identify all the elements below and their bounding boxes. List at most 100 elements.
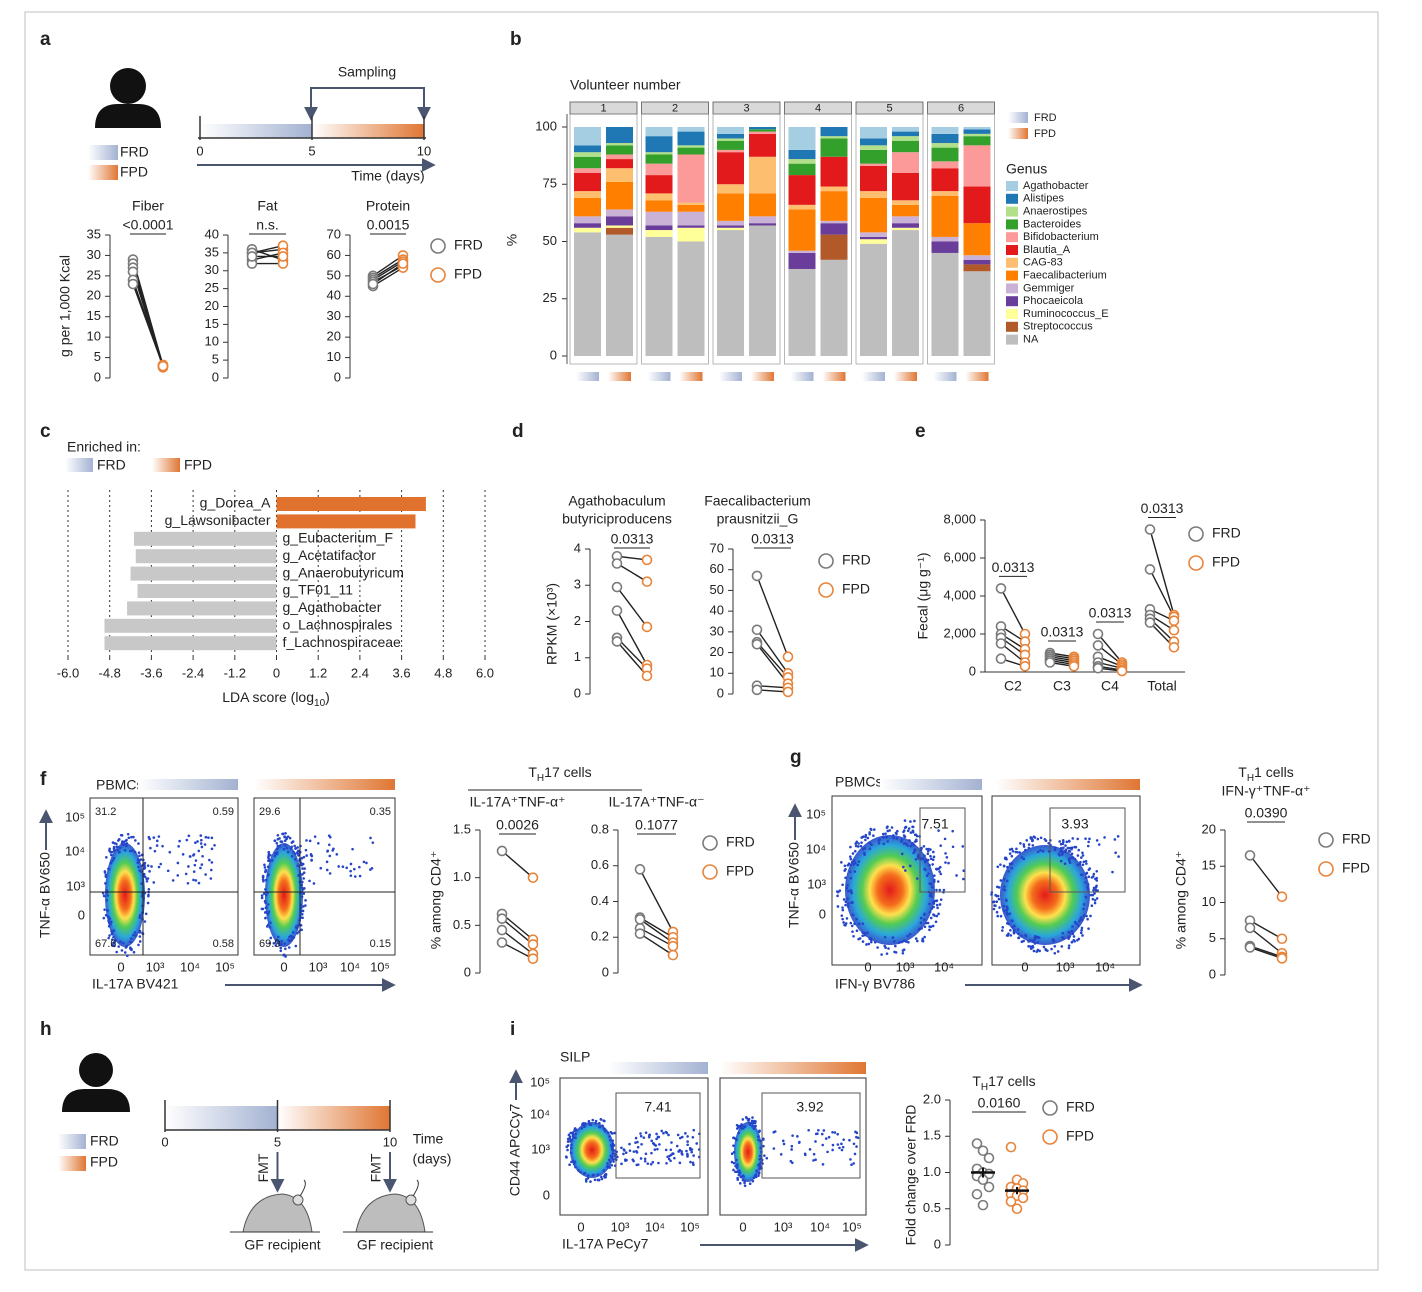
y-tick-label: 10 <box>327 349 341 364</box>
event-dot <box>266 903 270 906</box>
event-dot <box>650 1151 653 1155</box>
event-dot <box>639 1157 643 1160</box>
event-dot <box>115 950 118 954</box>
event-dot <box>897 941 901 944</box>
event-dot <box>168 850 172 854</box>
bar-segment <box>606 145 633 155</box>
event-dot <box>742 1175 745 1178</box>
event-dot <box>313 835 317 838</box>
y-tick-label: 50 <box>543 233 557 248</box>
gradient-swatch <box>65 458 93 472</box>
legend-label: FRD <box>1034 112 1057 124</box>
bar-segment <box>749 133 776 157</box>
y-tick-label: 5 <box>212 352 219 367</box>
event-dot <box>176 874 180 877</box>
legend-marker <box>430 238 446 254</box>
event-dot <box>736 1163 739 1166</box>
bar <box>135 549 277 564</box>
event-dot <box>620 1162 623 1166</box>
event-dot <box>610 1163 614 1167</box>
event-dot <box>569 1151 573 1155</box>
event-dot <box>572 1136 575 1139</box>
event-dot <box>671 1152 674 1155</box>
event-dot <box>656 1135 660 1139</box>
event-dot <box>648 1133 652 1137</box>
event-dot <box>565 1156 568 1159</box>
legend-marker <box>702 835 718 851</box>
event-dot <box>308 839 312 843</box>
bar-segment <box>717 152 744 185</box>
event-dot <box>108 934 111 937</box>
event-dot <box>290 855 294 858</box>
event-dot <box>308 879 311 883</box>
event-dot <box>260 894 264 897</box>
event-dot <box>1072 935 1076 938</box>
legend-label: FPD <box>120 164 148 180</box>
event-dot <box>895 837 899 840</box>
event-dot <box>864 838 867 842</box>
event-dot <box>1085 862 1088 865</box>
event-dot <box>743 1125 747 1128</box>
event-dot <box>930 885 934 889</box>
event-dot <box>844 903 847 907</box>
event-dot <box>600 1177 604 1181</box>
event-dot <box>814 1158 817 1162</box>
event-dot <box>935 914 939 918</box>
event-dot <box>901 951 905 955</box>
x-tick-label: -1.2 <box>224 665 246 680</box>
legend-swatch <box>1006 193 1018 204</box>
event-dot <box>1052 939 1056 943</box>
event-dot <box>294 858 297 861</box>
event-dot <box>743 1179 747 1183</box>
event-dot <box>268 941 272 945</box>
p-value: 0.0015 <box>367 217 410 233</box>
event-dot <box>1062 846 1065 850</box>
event-dot <box>759 1139 762 1143</box>
event-dot <box>860 841 863 844</box>
event-dot <box>1010 847 1014 851</box>
event-dot <box>735 1165 739 1168</box>
event-dot <box>678 1161 682 1165</box>
event-dot <box>196 840 199 843</box>
event-dot <box>1085 914 1088 918</box>
event-dot <box>846 905 850 908</box>
event-dot <box>112 935 115 939</box>
bar-segment <box>860 138 887 146</box>
event-dot <box>612 1160 615 1163</box>
event-dot <box>126 832 130 836</box>
event-dot <box>1095 884 1098 888</box>
event-dot <box>109 850 112 854</box>
event-dot <box>582 1122 585 1125</box>
event-dot <box>301 916 304 920</box>
event-dot <box>192 870 196 873</box>
bar-segment <box>860 236 887 240</box>
event-dot <box>1007 870 1010 873</box>
bar-segment <box>677 241 705 356</box>
event-dot <box>754 1125 757 1128</box>
y-tick-label: 10 <box>1202 894 1216 909</box>
event-dot <box>143 867 146 870</box>
event-dot <box>1020 856 1024 859</box>
event-dot <box>118 940 122 944</box>
bar-label: g_Anaerobutyricum <box>283 564 404 580</box>
event-dot <box>150 865 153 868</box>
event-dot <box>269 921 272 925</box>
event-dot <box>210 836 214 840</box>
bar-segment <box>717 220 744 226</box>
event-dot <box>840 914 844 917</box>
event-dot <box>737 1173 741 1177</box>
x-tick-label: 1.2 <box>309 665 327 680</box>
event-dot <box>1080 918 1084 922</box>
y-tick-label: 10 <box>205 334 219 349</box>
event-dot <box>748 1182 752 1186</box>
event-dot <box>584 1178 588 1181</box>
data-point <box>277 251 289 262</box>
data-point <box>496 924 508 936</box>
event-dot <box>666 1155 669 1159</box>
bar-segment <box>645 225 673 231</box>
event-dot <box>194 879 198 882</box>
event-dot <box>110 932 114 936</box>
event-dot <box>684 1132 687 1135</box>
event-dot <box>886 825 889 828</box>
event-dot <box>110 853 113 857</box>
